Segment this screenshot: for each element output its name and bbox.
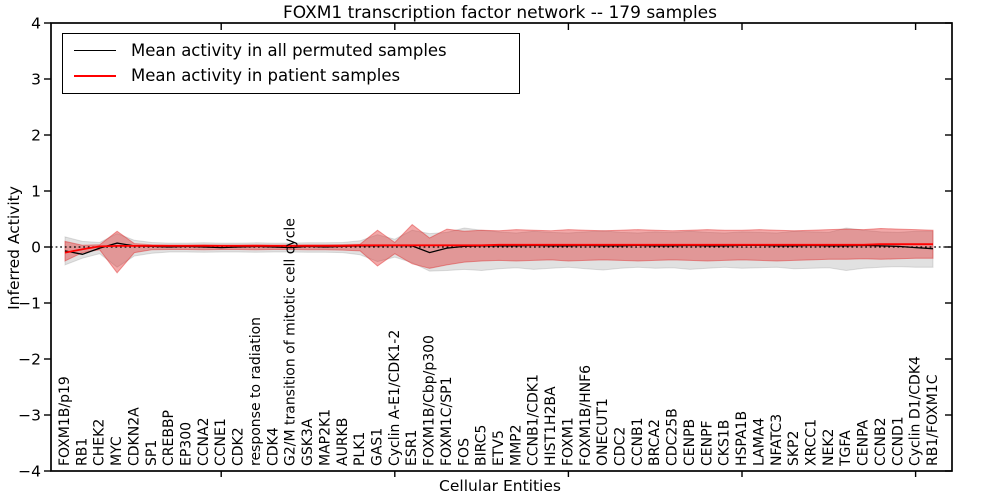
x-category-label: MMP2 (508, 424, 524, 466)
x-category-label: Cyclin A-E1/CDK1-2 (387, 330, 403, 466)
x-category-label: CDK2 (231, 427, 247, 466)
x-category-label: CDC2 (613, 427, 629, 466)
x-category-label: response to radiation (248, 317, 264, 466)
x-category-label: RB1 (74, 438, 90, 466)
x-category-label: CENPF (699, 420, 715, 466)
x-category-label: FOXM1B/Cbp/p300 (422, 335, 438, 466)
patient-mean-line (64, 243, 933, 254)
x-category-label: SKP2 (786, 431, 802, 466)
x-category-label: ONECUT1 (595, 398, 611, 466)
x-category-label: CCNE1 (213, 418, 229, 466)
x-category-label: CDC25B (665, 408, 681, 466)
x-category-label: CENPA (856, 419, 872, 466)
x-category-label: CCNB1 (630, 417, 646, 466)
x-category-label: ETV5 (491, 430, 507, 466)
x-category-label: SP1 (144, 440, 160, 466)
legend-label-permuted: Mean activity in all permuted samples (131, 40, 447, 60)
x-category-label: CCNB2 (873, 417, 889, 466)
x-category-label: FOS (456, 438, 472, 466)
x-category-label: XRCC1 (804, 419, 820, 466)
chart-title: FOXM1 transcription factor network -- 17… (283, 3, 717, 23)
x-category-label: ESR1 (404, 430, 420, 466)
x-category-label: BIRC5 (474, 425, 490, 466)
x-category-label: MYC (109, 436, 125, 466)
patient-line-sample-icon (74, 75, 116, 78)
x-axis-label: Cellular Entities (439, 477, 561, 495)
x-category-label: NEK2 (821, 429, 837, 466)
x-category-label: Cyclin D1/CDK4 (908, 356, 924, 466)
y-tick-label: −1 (18, 295, 41, 313)
x-category-label: MAP2K1 (317, 409, 333, 466)
x-category-label: FOXM1C/SP1 (439, 377, 455, 466)
y-tick-label: 4 (31, 15, 41, 33)
x-category-label: BRCA2 (647, 419, 663, 466)
y-tick-label: 3 (31, 71, 41, 89)
y-tick-label: 1 (31, 183, 41, 201)
x-category-label: CKS1B (717, 420, 733, 466)
x-category-label: HSPA1B (734, 411, 750, 466)
x-category-label: PLK1 (352, 432, 368, 466)
x-category-label: FOXM1B/p19 (57, 376, 73, 466)
y-tick-label: −2 (18, 351, 41, 369)
y-tick-label: 0 (31, 239, 41, 257)
x-category-label: CCNB1/CDK1 (526, 374, 542, 466)
x-category-label: FOXM1B/HNF6 (578, 365, 594, 466)
x-category-label: GSK3A (300, 418, 316, 466)
permuted-mean-line (64, 242, 934, 255)
x-category-label: RB1/FOXM1C (925, 374, 941, 466)
y-tick-label: 2 (31, 127, 41, 145)
legend-box: Mean activity in all permuted samples Me… (62, 33, 520, 94)
x-category-label: CHEK2 (92, 419, 108, 466)
y-tick-label: −4 (18, 463, 41, 481)
x-category-label: CREBBP (161, 410, 177, 466)
x-category-label: GAS1 (370, 428, 386, 466)
legend-label-patient: Mean activity in patient samples (131, 65, 401, 85)
legend-item-patient: Mean activity in patient samples (63, 65, 519, 85)
x-category-label: HIST1H2BA (543, 386, 559, 466)
y-axis-label: Inferred Activity (5, 186, 23, 310)
x-category-label: CDKN2A (126, 407, 142, 466)
x-category-label: AURKB (335, 418, 351, 466)
patient-band (64, 223, 934, 274)
x-category-label: TGFA (838, 430, 854, 467)
y-tick-label: −3 (18, 407, 41, 425)
x-category-label: LAMA4 (751, 418, 767, 466)
permuted-line-sample-icon (74, 50, 116, 52)
x-category-label: FOXM1 (560, 417, 576, 466)
x-category-label: CENPB (682, 419, 698, 466)
x-category-label: NFATC3 (769, 414, 785, 466)
x-category-label: CDK4 (265, 427, 281, 466)
x-category-label: G2/M transition of mitotic cell cycle (283, 218, 299, 466)
x-category-label: CCND1 (890, 416, 906, 466)
x-category-label: CCNA2 (196, 417, 212, 466)
permuted-band (64, 227, 934, 272)
x-category-label: EP300 (179, 422, 195, 466)
legend-item-permuted: Mean activity in all permuted samples (63, 40, 519, 60)
